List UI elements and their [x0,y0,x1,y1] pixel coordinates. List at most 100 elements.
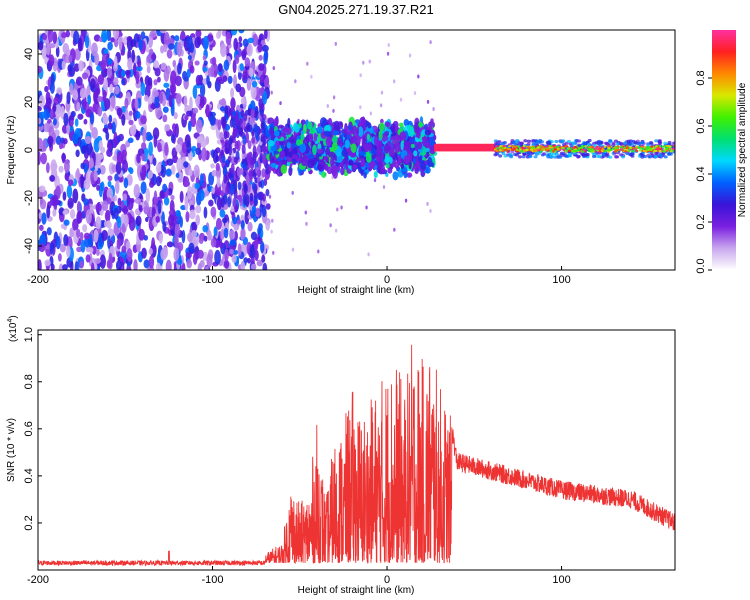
spectrogram-cell [246,43,253,57]
spectrogram-cell [501,142,506,146]
spectrogram-cell [240,220,245,230]
spectrogram-cell [155,163,162,173]
spectrogram-cell [566,139,571,144]
spectrogram-cell [242,71,248,80]
spectrogram-cell [567,149,571,152]
spectrogram-cell [215,217,222,230]
spectrogram-cell [232,249,239,255]
spectrogram-cell [107,57,113,66]
spectrogram-cell [584,146,588,150]
spectrogram-cell [654,152,659,156]
spectrogram-cell [69,119,74,127]
spectrogram-cell [245,122,250,131]
spectrogram-cell [175,172,180,179]
spectrogram-cell [514,153,519,157]
spectrogram-cell [195,119,203,134]
spectrogram-cell [385,172,389,177]
spectrogram-cell [220,195,225,208]
spectrogram-cell [323,130,331,137]
spectrogram-cell [162,183,168,193]
spectrogram-cell [495,149,499,152]
spectrogram-cell [141,247,147,259]
spectrogram-cell [542,148,546,151]
spectrogram-cell [348,159,354,166]
spectrogram-cell [309,129,316,135]
spectrogram-cell [135,71,140,85]
spectrogram-cell [235,54,240,65]
spectrogram-cell [179,190,184,203]
spectrogram-cell [272,250,275,255]
spectrogram-cell [96,184,100,191]
spectrogram-cell [163,82,170,88]
spectrogram-cell [522,152,527,156]
spectrogram-cell [508,144,512,148]
spectrogram-cell [211,56,217,66]
spectrogram-cell [616,148,620,151]
spectrogram-cell [287,117,291,129]
spectrogram-cell [203,60,208,66]
spectrogram-cell [555,145,559,148]
spectrogram-cell [417,141,423,150]
spectrogram-cell [510,149,514,152]
spectrogram-cell [163,67,170,82]
spectrogram-cell [69,227,74,238]
spectrogram-cell [536,140,541,144]
spectrogram-cell [325,136,332,147]
spectrogram-cell [510,150,515,154]
spectrogram-cell [537,146,541,149]
snr-series-line [38,344,675,567]
spectrogram-cell [547,141,552,145]
spectrogram-cell [122,193,128,202]
spectrogram-cell [267,117,275,125]
spectrogram-cell [242,161,247,171]
spectrogram-cell [103,48,109,55]
spectrogram-cell [203,206,208,219]
spectrogram-cell [334,41,337,46]
spectrogram-cell [606,149,610,152]
spectrogram-cell [262,154,267,165]
spectrogram-cell [376,148,382,155]
spectrogram-cell [227,75,233,84]
spectrogram-cell [186,140,192,154]
spectrogram-cell [161,211,165,225]
spectrogram-cell [265,188,270,197]
spectrogram-cell [210,238,217,248]
spectrogram-cell [649,148,653,152]
spectrogram-cell [175,93,182,104]
spectrogram-cell [186,110,192,117]
spectrogram-cell [62,42,70,55]
spectrogram-cell [147,76,153,87]
spectrogram-cell [545,145,549,148]
spectrogram-cell [367,252,370,257]
spectrogram-cell [310,74,313,79]
spectrogram-cell [296,157,302,162]
spectrogram-cell [291,153,299,160]
spectrogram-cell [153,190,158,206]
spectrogram-cell [176,258,183,266]
spectrogram-cell [170,102,175,117]
spectrogram-cell [206,75,210,86]
spectrogram-cell [90,262,95,270]
spectrogram-cell [409,126,415,138]
spectrogram-cell [160,248,167,261]
spectrogram-cell [564,145,568,148]
spectrogram-cell [284,146,289,157]
spectrogram-cell [171,84,175,99]
spectrogram-cell [224,147,229,155]
spectrogram-cell [580,146,584,150]
spectrogram-cell [350,143,357,153]
spectrogram-cell [290,139,295,144]
spectrogram-cell [246,77,252,91]
spectrogram-cell [273,150,280,155]
spectrogram-cell [170,194,175,201]
spectrogram-cell [102,89,107,103]
spectrogram-cell [77,136,82,147]
spectrogram-cell [118,36,123,51]
spectrogram-cell [221,155,226,164]
spectrogram-cell [117,197,122,206]
spectrogram-cell [48,54,55,67]
spectrogram-y-label: Frequency (Hz) [6,116,17,185]
spectrogram-x-label: Height of straight line (km) [298,285,415,296]
spectrogram-cell [400,163,405,169]
spectrogram-cell [654,149,658,152]
